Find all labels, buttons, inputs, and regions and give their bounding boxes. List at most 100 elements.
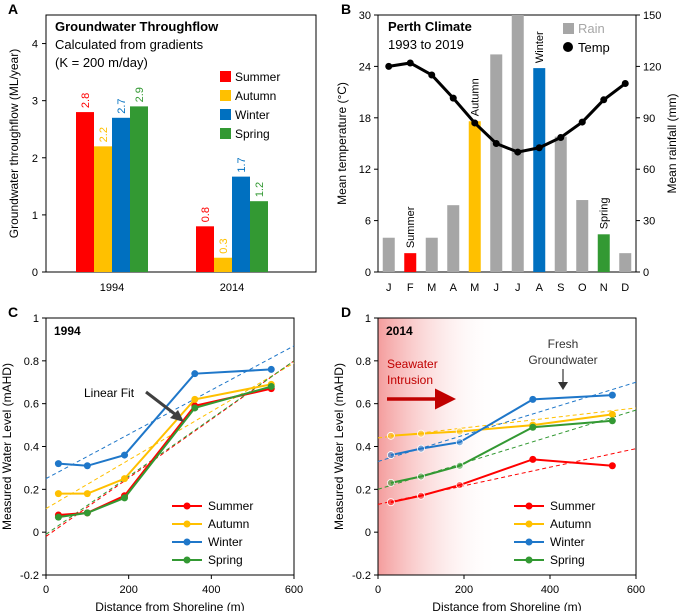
bar-data-label: 2.2 — [98, 127, 110, 142]
plot-frame — [377, 14, 637, 273]
rain-bar — [404, 253, 417, 272]
x-tick-label: 0 — [43, 584, 49, 596]
chart-title: Perth Climate — [388, 19, 472, 34]
legend-marker — [525, 556, 533, 564]
data-point — [191, 395, 199, 403]
data-point — [386, 451, 395, 459]
seawater-annotation: Intrusion — [387, 373, 433, 387]
seawater-annotation: Seawater — [387, 357, 438, 371]
data-point — [529, 455, 537, 463]
panel-d: -0.2 0 0.2 0.4 0.6 0.8 1 0 200 400 600 Distance fro… — [332, 313, 645, 611]
bar-data-label: 1.7 — [236, 157, 248, 172]
legend-label: Autumn — [208, 517, 249, 531]
data-point — [191, 404, 199, 412]
y-tick-label-left: 30 — [359, 10, 371, 22]
legend-label: Spring — [235, 127, 270, 141]
data-point — [608, 391, 616, 399]
x-tick-label: J — [515, 282, 521, 294]
y-tick-label: 2 — [32, 153, 38, 165]
data-point — [455, 438, 464, 447]
legend-label: Autumn — [550, 517, 591, 531]
rain-bar — [554, 136, 567, 272]
temp-point — [557, 134, 565, 142]
data-point — [608, 410, 616, 418]
legend-label: Summer — [208, 499, 253, 513]
legend-label: Autumn — [235, 89, 276, 103]
y-tick-label: 0 — [33, 527, 39, 539]
y-tick-label: -0.2 — [20, 570, 39, 582]
y-tick-label: 0.6 — [356, 399, 371, 411]
data-point — [83, 490, 91, 498]
temp-point — [535, 144, 543, 152]
data-point — [83, 509, 91, 517]
rain-bar — [533, 68, 546, 272]
y-tick-label: 0.2 — [24, 484, 39, 496]
bar-data-label: 2.7 — [116, 99, 128, 114]
rain-bar — [490, 54, 503, 273]
y-axis-label-right: Mean rainfall (mm) — [665, 93, 679, 193]
y-tick-label: -0.2 — [352, 570, 371, 582]
x-tick-label: 0 — [375, 584, 381, 596]
y-tick-label: 3 — [32, 96, 38, 108]
x-tick-label: M — [427, 282, 436, 294]
y-axis-label-left: Mean temperature (°C) — [335, 82, 349, 205]
data-point — [608, 462, 616, 470]
x-tick-label: A — [450, 282, 458, 294]
temp-point — [449, 94, 457, 102]
temp-point — [621, 80, 629, 88]
panel-a: 0 1 2 3 4 Groundwater throughflow (ML/year) 19… — [7, 14, 317, 294]
data-point — [386, 479, 395, 487]
fresh-groundwater-annotation: Fresh — [548, 337, 579, 351]
annotation-arrow — [145, 390, 181, 420]
season-label: Autumn — [470, 78, 482, 116]
data-point — [417, 472, 425, 481]
legend-marker — [183, 538, 191, 546]
x-tick-label: A — [536, 282, 544, 294]
x-tick-label: 400 — [202, 584, 220, 596]
legend-swatch — [220, 109, 231, 120]
x-tick-label: S — [557, 282, 564, 294]
x-tick-label: 2014 — [220, 282, 244, 294]
y-tick-label: 1 — [33, 313, 39, 325]
bar — [130, 106, 148, 272]
bar-data-label: 0.3 — [218, 238, 230, 253]
data-point — [529, 423, 537, 431]
data-point — [386, 498, 395, 507]
temp-point — [578, 118, 586, 126]
chart-title: Groundwater Throughflow — [55, 19, 219, 34]
legend-marker — [183, 556, 191, 564]
bar — [250, 201, 268, 272]
y-tick-label-left: 12 — [359, 164, 371, 176]
legend-label: Summer — [550, 499, 595, 513]
panel-letter: A — [8, 1, 18, 17]
series-line — [58, 368, 272, 467]
panel-b: 0 6 12 18 24 30 0 30 60 90 120 150 Mean temperature … — [335, 10, 679, 294]
y-tick-label-right: 30 — [643, 216, 655, 228]
fresh-groundwater-annotation: Groundwater — [528, 353, 597, 367]
legend-label-rain: Rain — [578, 21, 605, 36]
plot-frame — [45, 317, 295, 576]
y-tick-label-left: 6 — [365, 216, 371, 228]
temp-point — [471, 119, 479, 127]
y-tick-label-right: 60 — [643, 164, 655, 176]
bar-data-label: 2.8 — [80, 93, 92, 108]
bar-data-label: 0.8 — [200, 207, 212, 222]
x-tick-label: 400 — [541, 584, 559, 596]
rain-bar — [447, 205, 460, 272]
legend-marker — [183, 520, 191, 528]
x-tick-label: 200 — [455, 584, 473, 596]
temp-point — [406, 59, 414, 67]
panel-letter: D — [341, 304, 351, 320]
legend-marker — [525, 538, 533, 546]
data-point — [417, 429, 425, 438]
legend-swatch — [220, 128, 231, 139]
legend-swatch — [220, 90, 231, 101]
legend-label: Winter — [208, 535, 243, 549]
y-tick-label: 4 — [32, 39, 38, 51]
annotation-arrow-head — [170, 410, 184, 422]
panel-c: -0.2 0 0.2 0.4 0.6 0.8 1 0 200 400 600 Distance fro… — [0, 313, 303, 611]
rain-bar — [576, 200, 589, 272]
data-point — [455, 481, 464, 489]
data-point — [455, 461, 464, 470]
